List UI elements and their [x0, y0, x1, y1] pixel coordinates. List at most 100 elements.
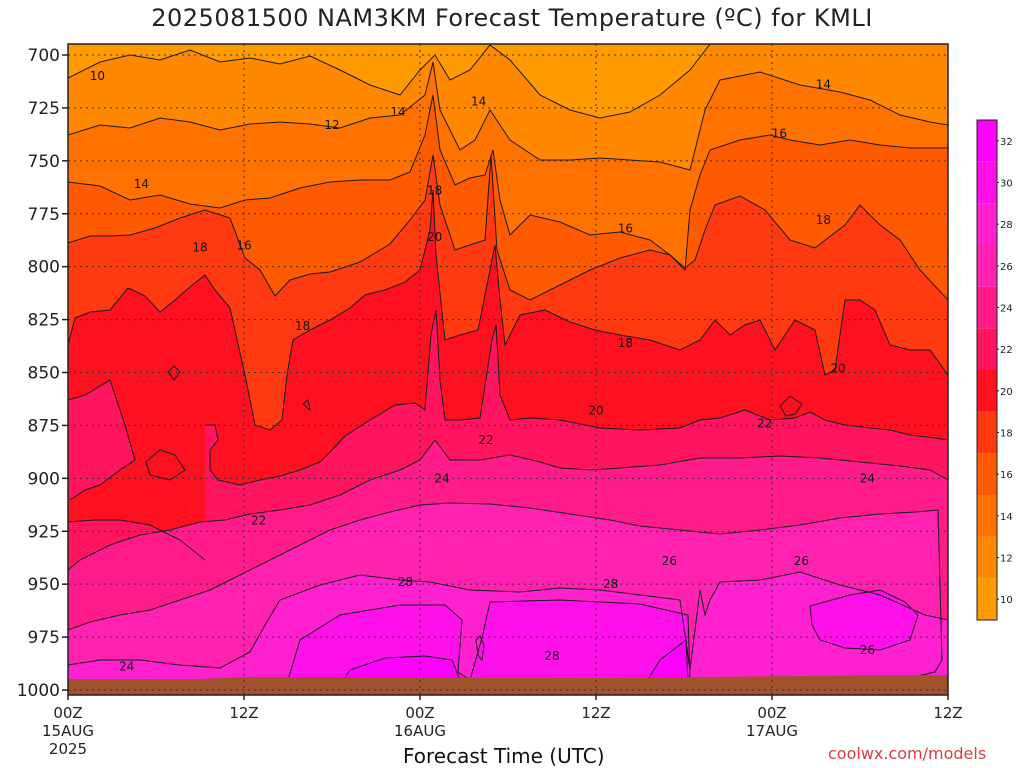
contour-label: 26 — [794, 554, 809, 568]
colorbar-swatch — [977, 370, 997, 412]
x-tick-date: 16AUG — [394, 722, 446, 740]
temperature-field — [68, 44, 948, 695]
y-tick-label: 1000 — [17, 681, 60, 701]
colorbar-label: 28 — [1000, 220, 1013, 231]
colorbar-label: 18 — [1000, 429, 1013, 440]
y-tick-label: 725 — [28, 99, 60, 119]
contour-label: 14 — [134, 177, 149, 191]
contour-label: 16 — [772, 126, 787, 140]
colorbar-label: 14 — [1000, 512, 1013, 523]
contour-label: 16 — [236, 239, 251, 253]
contour-label: 28 — [544, 649, 559, 663]
colorbar-swatch — [977, 161, 997, 204]
contour-line-28 — [68, 571, 948, 671]
contour-line-28-small — [475, 635, 485, 662]
contour-label: 10 — [90, 69, 105, 83]
contour-label: 20 — [830, 361, 845, 375]
colorbar-frame — [976, 119, 998, 621]
contour-line-22 — [145, 449, 186, 481]
y-tick-label: 775 — [28, 205, 60, 225]
contour-line-26 — [68, 502, 943, 691]
contour-line-20-small — [779, 395, 803, 417]
colorbar-label: 20 — [1000, 387, 1013, 398]
contour-label: 14 — [471, 95, 486, 109]
colorbar-swatch — [977, 328, 997, 370]
x-tick-label: 00Z — [405, 704, 434, 722]
contour-label: 18 — [192, 241, 207, 255]
contour-label: 22 — [251, 514, 266, 528]
colorbar-label: 24 — [1000, 304, 1013, 315]
colorbar-swatch — [977, 120, 997, 162]
colorbar-label: 26 — [1000, 262, 1013, 273]
colorbar: 10 12 14 16 18 20 22 24 26 28 30 32 — [976, 119, 1013, 621]
colorbar-swatch — [977, 411, 997, 454]
contour-line-22 — [68, 379, 136, 501]
colorbar-swatch — [977, 495, 997, 537]
contour-label: 24 — [119, 660, 134, 674]
contour-line-30 — [809, 589, 919, 651]
contour-label: 14 — [816, 78, 831, 92]
y-tick-label: 750 — [28, 152, 60, 172]
y-tick-label: 925 — [28, 522, 60, 542]
contour-line-16 — [68, 94, 948, 272]
colorbar-label: 12 — [1000, 554, 1013, 565]
plot-frame — [67, 43, 949, 696]
contour-label: 18 — [427, 183, 442, 197]
x-tick-date: 15AUG — [42, 722, 94, 740]
y-tick-label: 800 — [28, 258, 60, 278]
x-tick-year: 2025 — [49, 740, 87, 758]
contour-label: 26 — [860, 643, 875, 657]
contour-label: 26 — [662, 554, 677, 568]
contour-line-24 — [68, 439, 948, 571]
colorbar-label: 32 — [1000, 137, 1013, 148]
colorbar-swatch — [977, 453, 997, 495]
contour-label: 28 — [603, 577, 618, 591]
contour-label: 18 — [618, 336, 633, 350]
colorbar-swatch — [977, 203, 997, 245]
contour-label: 22 — [757, 416, 772, 430]
contour-line-14 — [68, 61, 948, 171]
contour-line-20-small — [167, 365, 181, 381]
contour-label: 28 — [398, 575, 413, 589]
x-tick-label: 12Z — [229, 704, 258, 722]
y-tick-label: 975 — [28, 628, 60, 648]
contour-label: 14 — [390, 105, 405, 119]
contour-line-20-small — [302, 399, 311, 412]
contour-label: 18 — [295, 319, 310, 333]
x-tick-label: 12Z — [581, 704, 610, 722]
x-axis-title: Forecast Time (UTC) — [403, 744, 605, 768]
y-tick-label: 875 — [28, 416, 60, 436]
contour-line-22 — [68, 519, 206, 561]
colorbar-label: 16 — [1000, 470, 1013, 481]
colorbar-swatch — [977, 286, 997, 329]
contour-label: 12 — [324, 118, 339, 132]
y-tick-label: 825 — [28, 311, 60, 331]
x-tick-label: 00Z — [757, 704, 786, 722]
y-tick-label: 700 — [28, 46, 60, 66]
colorbar-label: 30 — [1000, 179, 1013, 190]
y-tick-label: 950 — [28, 575, 60, 595]
contour-label: 20 — [427, 230, 442, 244]
colorbar-swatch — [977, 536, 997, 579]
contour-label: 18 — [816, 213, 831, 227]
colorbar-label: 10 — [1000, 595, 1013, 606]
x-tick-label: 12Z — [933, 704, 962, 722]
contour-label: 24 — [860, 471, 875, 485]
contour-label: 24 — [434, 471, 449, 485]
y-axis: 700 725 750 775 800 825 850 875 900 925 950 975 1000 — [17, 46, 68, 701]
colorbar-swatch — [977, 245, 997, 287]
contour-line-20 — [68, 189, 948, 431]
contour-label: 20 — [588, 404, 603, 418]
x-tick-date: 17AUG — [746, 722, 798, 740]
x-tick-label: 00Z — [53, 704, 82, 722]
chart-title: 2025081500 NAM3KM Forecast Temperature (… — [151, 4, 873, 32]
contour-label: 16 — [618, 222, 633, 236]
contour-label: 22 — [478, 433, 493, 447]
credit-text: coolwx.com/models — [828, 744, 987, 763]
contour-line-18 — [68, 154, 948, 301]
y-tick-label: 850 — [28, 364, 60, 384]
colorbar-swatch — [977, 578, 997, 620]
contour-line-30 — [284, 599, 691, 691]
